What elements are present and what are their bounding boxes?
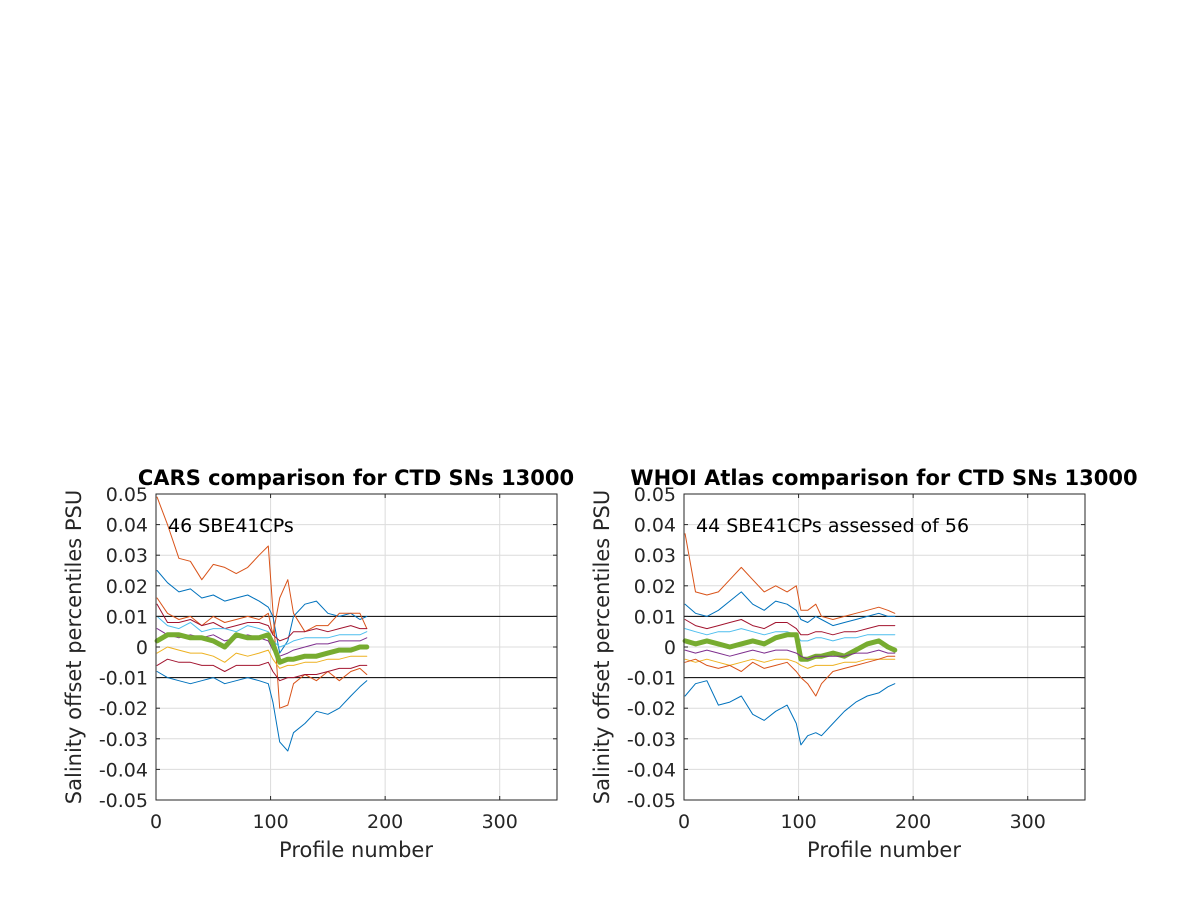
y-tick-label: 0.05 bbox=[106, 484, 148, 506]
chart-title: WHOI Atlas comparison for CTD SNs 13000 bbox=[630, 466, 1137, 490]
y-tick-label: 0.03 bbox=[634, 545, 676, 567]
series-line-green bbox=[154, 632, 370, 665]
x-tick-label: 200 bbox=[367, 811, 403, 833]
series-line-maroon bbox=[156, 658, 368, 682]
series-group bbox=[682, 533, 898, 746]
series-line-maroon bbox=[156, 603, 368, 642]
x-axis-label: Profile number bbox=[807, 838, 961, 862]
y-tick-label: -0.03 bbox=[627, 729, 676, 751]
y-axis-label: Salinity offset percentiles PSU bbox=[62, 490, 86, 804]
reference-lines bbox=[684, 615, 1085, 679]
y-tick-label: -0.05 bbox=[99, 790, 148, 812]
x-tick-label: 300 bbox=[482, 811, 518, 833]
y-tick-label: 0.02 bbox=[106, 576, 148, 598]
series-line-purple bbox=[684, 649, 896, 660]
x-tick-labels: 0 100 200 300 bbox=[150, 494, 518, 833]
annotation: 44 SBE41CPs assessed of 56 bbox=[696, 515, 969, 537]
x-tick-label: 200 bbox=[895, 811, 931, 833]
series-group bbox=[154, 496, 370, 752]
y-tick-label: 0.04 bbox=[106, 515, 148, 537]
y-tick-label: 0.01 bbox=[106, 606, 148, 628]
y-tick-label: -0.04 bbox=[99, 759, 148, 781]
y-tick-label: 0 bbox=[664, 637, 676, 659]
reference-lines bbox=[156, 615, 557, 679]
series-line-blue bbox=[684, 591, 896, 627]
y-axis-label: Salinity offset percentiles PSU bbox=[590, 490, 614, 804]
y-tick-label: -0.02 bbox=[99, 698, 148, 720]
y-tick-label: 0 bbox=[136, 637, 148, 659]
chart-title: CARS comparison for CTD SNs 13000 bbox=[138, 466, 574, 490]
y-tick-label: 0.02 bbox=[634, 576, 676, 598]
series-line-orange bbox=[156, 579, 368, 636]
y-tick-label: -0.02 bbox=[627, 698, 676, 720]
x-tick-label: 300 bbox=[1010, 811, 1046, 833]
series-line-yellow bbox=[156, 646, 368, 669]
series-line-green bbox=[682, 632, 898, 662]
y-tick-label: -0.05 bbox=[627, 790, 676, 812]
x-tick-labels: 0 100 200 300 bbox=[678, 494, 1046, 833]
y-tick-label: -0.04 bbox=[627, 759, 676, 781]
y-tick-label: 0.01 bbox=[634, 606, 676, 628]
cars-comparison-panel: -0.05 -0.04 -0.03 -0.02 -0.01 0 0.01 0.02 0.03 0.… bbox=[62, 466, 574, 862]
series-line-yellow bbox=[684, 658, 896, 669]
series-line-orange bbox=[156, 496, 368, 709]
y-tick-label: -0.01 bbox=[627, 668, 676, 690]
whoi-atlas-comparison-panel: -0.05 -0.04 -0.03 -0.02 -0.01 0 0.01 0.02 0.03 0.… bbox=[590, 466, 1138, 862]
y-tick-label: -0.01 bbox=[99, 668, 148, 690]
y-tick-labels: -0.05 -0.04 -0.03 -0.02 -0.01 0 0.01 0.02 0.03 0.… bbox=[99, 484, 557, 812]
y-tick-label: 0.03 bbox=[106, 545, 148, 567]
x-tick-label: 100 bbox=[780, 811, 816, 833]
x-tick-label: 0 bbox=[150, 811, 162, 833]
series-line-blue bbox=[684, 680, 896, 746]
series-line-orange bbox=[684, 655, 896, 697]
annotation: 46 SBE41CPs bbox=[168, 515, 294, 537]
y-tick-label: 0.05 bbox=[634, 484, 676, 506]
series-line-blue bbox=[156, 570, 368, 654]
x-axis-label: Profile number bbox=[279, 838, 433, 862]
series-line-blue bbox=[156, 671, 368, 752]
series-line-maroon bbox=[684, 619, 896, 636]
x-tick-label: 0 bbox=[678, 811, 690, 833]
y-tick-labels: -0.05 -0.04 -0.03 -0.02 -0.01 0 0.01 0.02 0.03 0.… bbox=[627, 484, 1085, 812]
series-line-orange bbox=[684, 533, 896, 620]
y-tick-label: -0.03 bbox=[99, 729, 148, 751]
y-tick-label: 0.04 bbox=[634, 515, 676, 537]
x-tick-label: 100 bbox=[252, 811, 288, 833]
